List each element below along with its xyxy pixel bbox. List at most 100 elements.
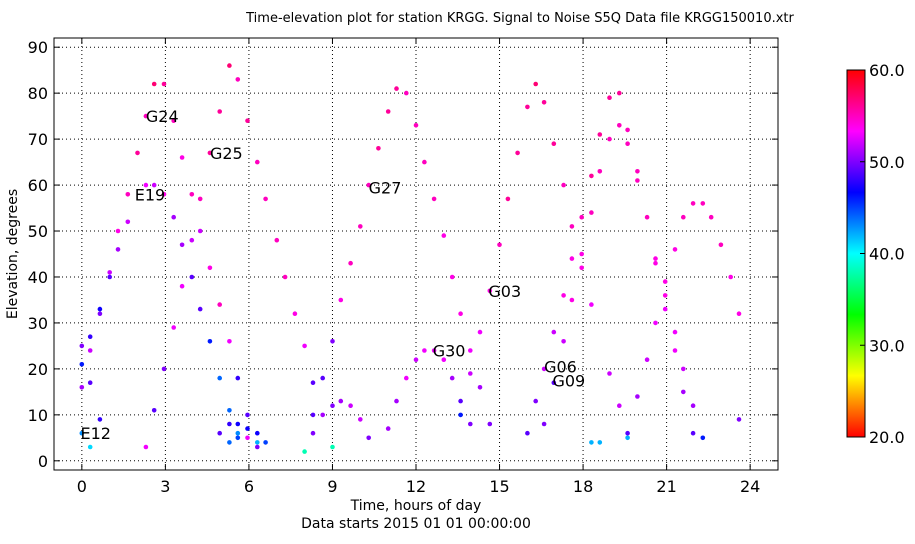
data-point [330,403,335,409]
data-point [431,196,437,202]
data-point [189,274,195,280]
data-point [282,274,288,280]
data-point [348,260,353,266]
data-point [197,306,203,312]
data-point [487,288,493,294]
data-point [579,251,584,257]
data-point [579,265,584,271]
data-point [245,435,250,441]
data-point [468,421,473,427]
data-point [422,348,427,353]
data-point [330,339,335,344]
data-point [227,421,232,427]
y-tick-label: 20 [28,360,48,379]
data-point [662,293,668,298]
data-point [320,412,326,418]
data-point [394,86,399,91]
y-tick-label: 70 [28,130,48,149]
data-point [505,196,511,202]
x-tick-label: 15 [489,477,509,496]
data-point [589,210,594,215]
satellite-label: E12 [80,424,110,443]
data-point [551,380,557,386]
data-point [87,380,93,386]
colorbar-tick-label: 40.0 [869,245,905,264]
data-point [245,426,250,431]
data-point [653,256,658,261]
data-point [197,196,203,202]
data-point [97,311,103,317]
data-point [107,274,112,280]
data-point [207,265,213,271]
data-point [125,192,131,197]
data-point [579,214,584,220]
data-point [245,118,250,123]
data-point [171,118,176,123]
x-tick-label: 18 [573,477,593,496]
data-point [458,412,463,418]
colorbar: 20.0 30.0 40.0 50.0 60.0 [846,61,905,447]
data-point [330,444,335,450]
colorbar-tick-label: 30.0 [869,336,905,355]
data-point [644,357,650,363]
data-point [385,109,391,114]
data-point [310,412,316,418]
y-axis-title: Elevation, degrees [5,189,21,319]
data-point [189,192,195,197]
x-axis-title: Time, hours of day [350,498,482,514]
y-tick-label: 30 [28,314,48,333]
data-point [681,389,686,395]
data-point [302,449,307,454]
data-point [653,320,658,326]
data-point [179,242,185,248]
data-point [254,440,260,445]
data-point [171,325,176,330]
data-point [320,375,326,381]
data-point [254,430,260,436]
data-point [79,385,85,390]
data-point [422,159,427,165]
data-point [338,398,344,404]
data-point [79,362,85,367]
data-point [561,293,566,298]
data-point [413,123,419,128]
data-point [227,63,232,68]
data-point [551,141,557,146]
data-point [533,398,538,404]
data-point [525,430,530,436]
x-tick-label: 0 [77,477,87,496]
data-point [207,339,213,344]
y-tick-label: 10 [28,406,48,425]
data-point [274,237,280,243]
data-point [441,233,447,238]
data-point [458,398,463,404]
satellite-label: E19 [135,185,165,204]
data-point [569,224,575,229]
data-point [625,141,630,146]
data-point [617,90,622,96]
data-point [589,440,594,445]
data-point [97,306,103,312]
data-point [589,302,594,307]
data-point [338,297,344,303]
data-point [254,444,260,450]
data-point [458,311,463,317]
y-tick-label: 80 [28,84,48,103]
data-point [525,104,530,110]
data-point [217,375,222,381]
data-point [607,136,612,142]
data-point [672,348,678,353]
data-point [690,201,696,206]
data-point [115,247,121,252]
data-point [235,375,241,381]
data-point [161,192,167,197]
data-point [217,302,222,307]
colorbar-tick-label: 60.0 [869,61,905,80]
data-point [561,182,566,188]
data-point [358,224,363,229]
satellite-label: G24 [146,107,179,126]
data-point [151,408,157,413]
data-point [235,430,241,436]
data-point [143,182,149,188]
data-point [617,403,622,409]
